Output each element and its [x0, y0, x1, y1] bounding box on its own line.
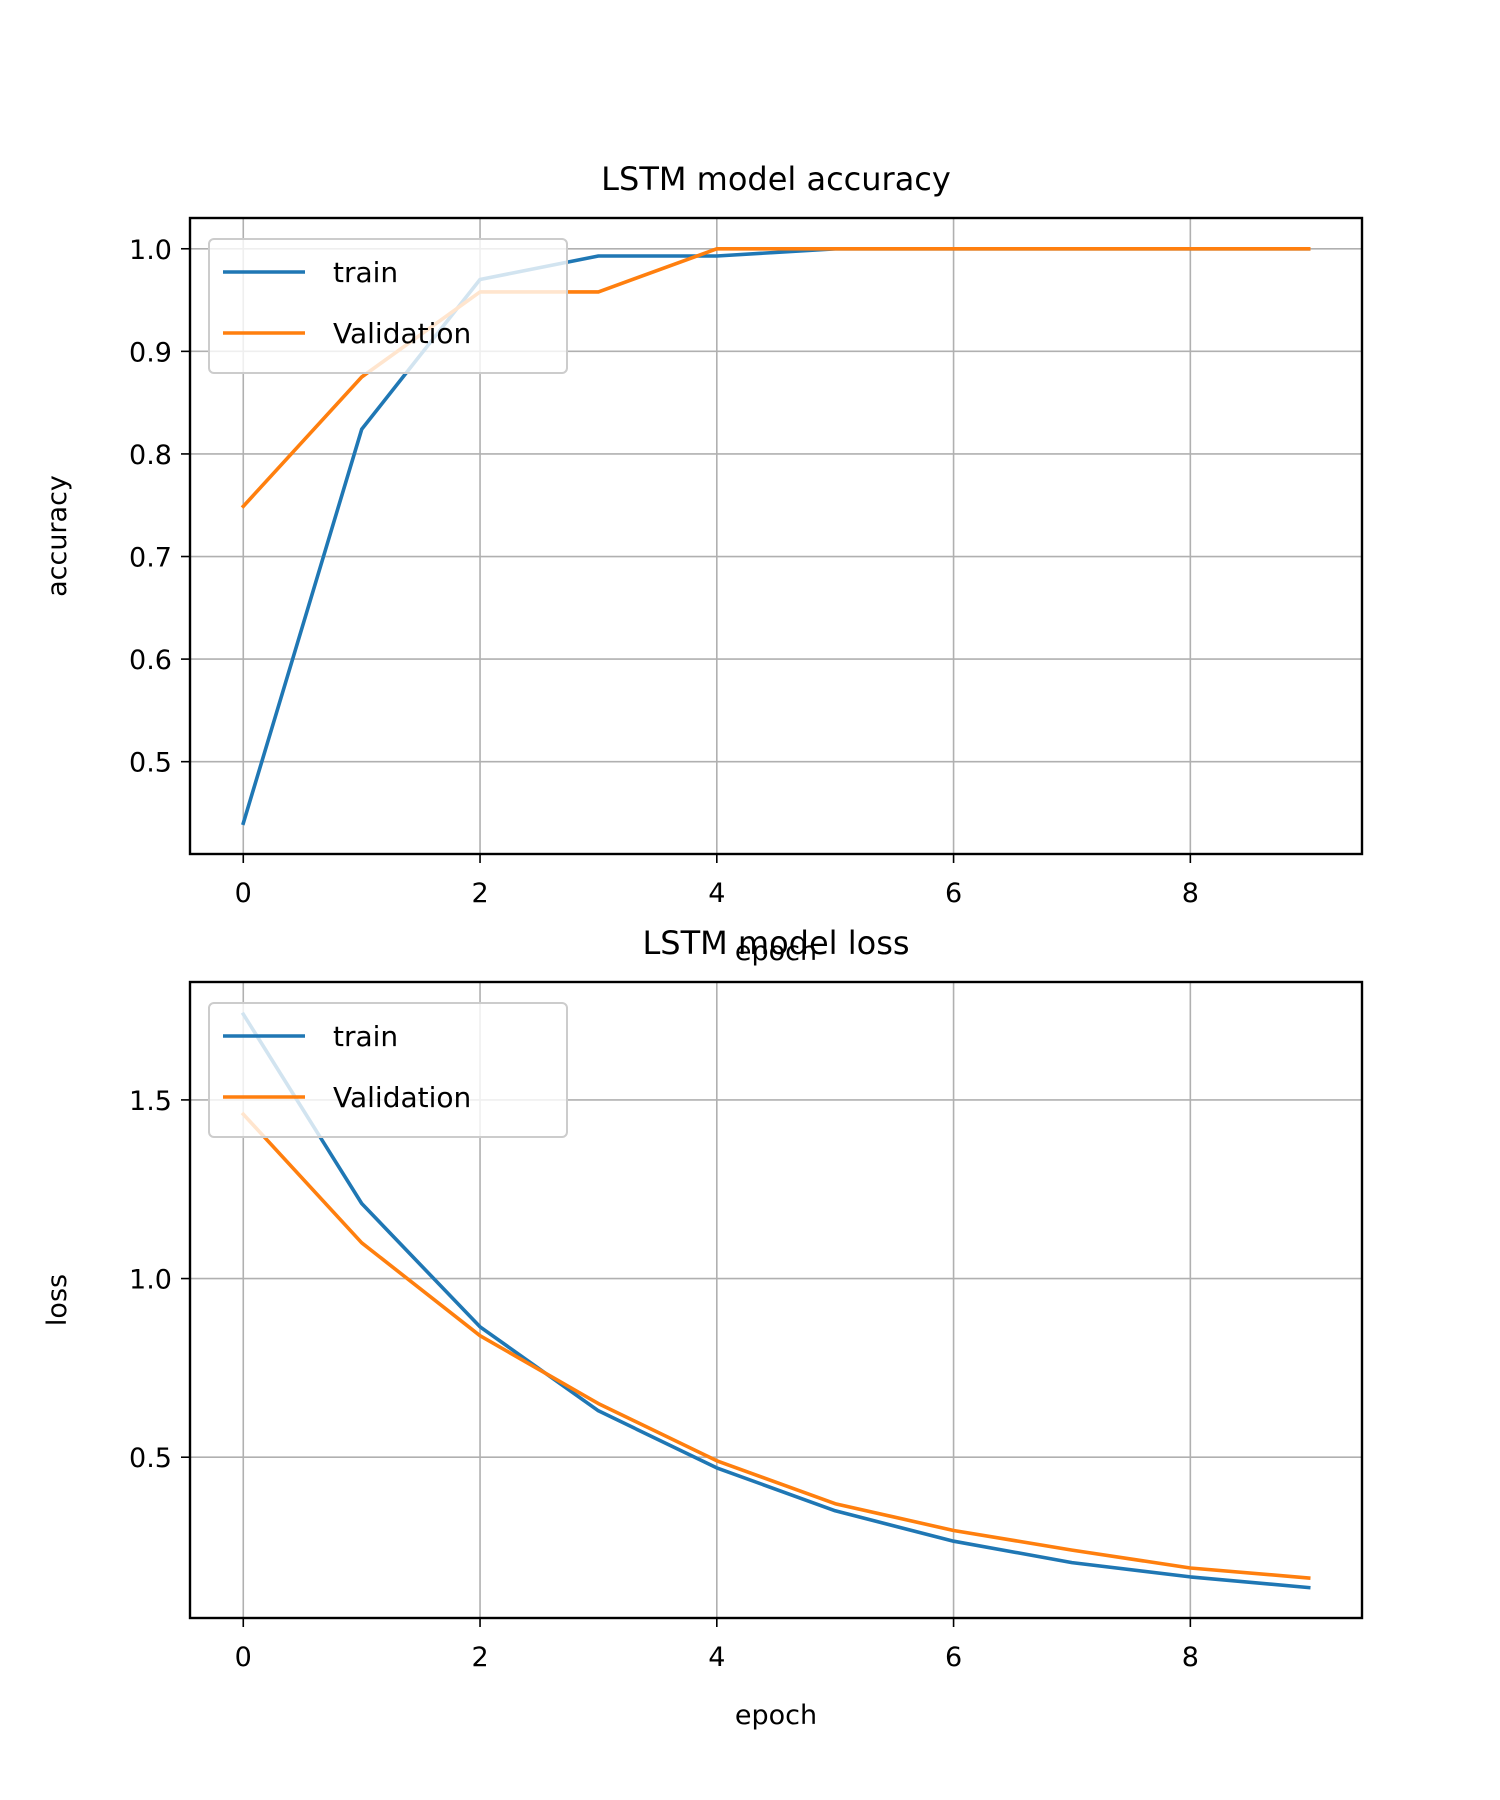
loss-x-tick-label: 0	[235, 1642, 252, 1673]
loss-chart: 0 2 4 6 8 0.5 1.0 1.5 LSTM model loss epoch los…	[42, 924, 1364, 1731]
loss-ticks: 0 2 4 6 8 0.5 1.0 1.5	[129, 1086, 1199, 1673]
accuracy-legend-train-label: train	[333, 256, 398, 289]
loss-x-tick-label: 6	[945, 1642, 962, 1673]
accuracy-x-tick-label: 0	[235, 878, 252, 909]
accuracy-x-tick-label: 6	[945, 878, 962, 909]
accuracy-legend-validation-label: Validation	[333, 317, 471, 350]
accuracy-x-tick-label: 8	[1182, 878, 1199, 909]
accuracy-y-tick-label: 1.0	[129, 235, 172, 266]
loss-chart-title: LSTM model loss	[642, 924, 909, 962]
accuracy-chart-title: LSTM model accuracy	[601, 160, 951, 198]
accuracy-x-axis-label: epoch	[735, 936, 817, 967]
loss-y-tick-label: 1.5	[129, 1086, 172, 1117]
loss-x-tick-label: 4	[708, 1642, 725, 1673]
accuracy-y-tick-label: 0.5	[129, 748, 172, 779]
loss-y-axis-label: loss	[42, 1274, 73, 1326]
accuracy-x-tick-label: 2	[471, 878, 488, 909]
accuracy-y-tick-label: 0.9	[129, 337, 172, 368]
accuracy-legend: train Validation	[208, 238, 568, 374]
loss-y-tick-label: 1.0	[129, 1265, 172, 1296]
accuracy-y-tick-label: 0.8	[129, 440, 172, 471]
accuracy-y-tick-label: 0.6	[129, 645, 172, 676]
accuracy-ticks: 0 2 4 6 8 0.5 0.6 0.7 0.8 0.9 1.0	[129, 235, 1199, 909]
loss-x-tick-label: 8	[1182, 1642, 1199, 1673]
accuracy-y-tick-label: 0.7	[129, 543, 172, 574]
accuracy-plot-frame	[188, 216, 1364, 856]
loss-legend: train Validation	[208, 1002, 568, 1138]
loss-legend-train-label: train	[333, 1020, 398, 1053]
accuracy-y-axis-label: accuracy	[42, 475, 73, 597]
loss-plot-frame	[188, 980, 1364, 1620]
accuracy-chart: 0 2 4 6 8 0.5 0.6 0.7 0.8 0.9 1.0 LSTM model accur…	[42, 160, 1364, 967]
loss-y-tick-label: 0.5	[129, 1443, 172, 1474]
loss-lines	[240, 1011, 1311, 1590]
loss-series-validation-line	[240, 1111, 1311, 1580]
loss-x-tick-label: 2	[471, 1642, 488, 1673]
loss-legend-validation-label: Validation	[333, 1081, 471, 1114]
accuracy-x-tick-label: 4	[708, 878, 725, 909]
loss-x-axis-label: epoch	[735, 1700, 817, 1731]
loss-series-train-line	[240, 1011, 1311, 1590]
